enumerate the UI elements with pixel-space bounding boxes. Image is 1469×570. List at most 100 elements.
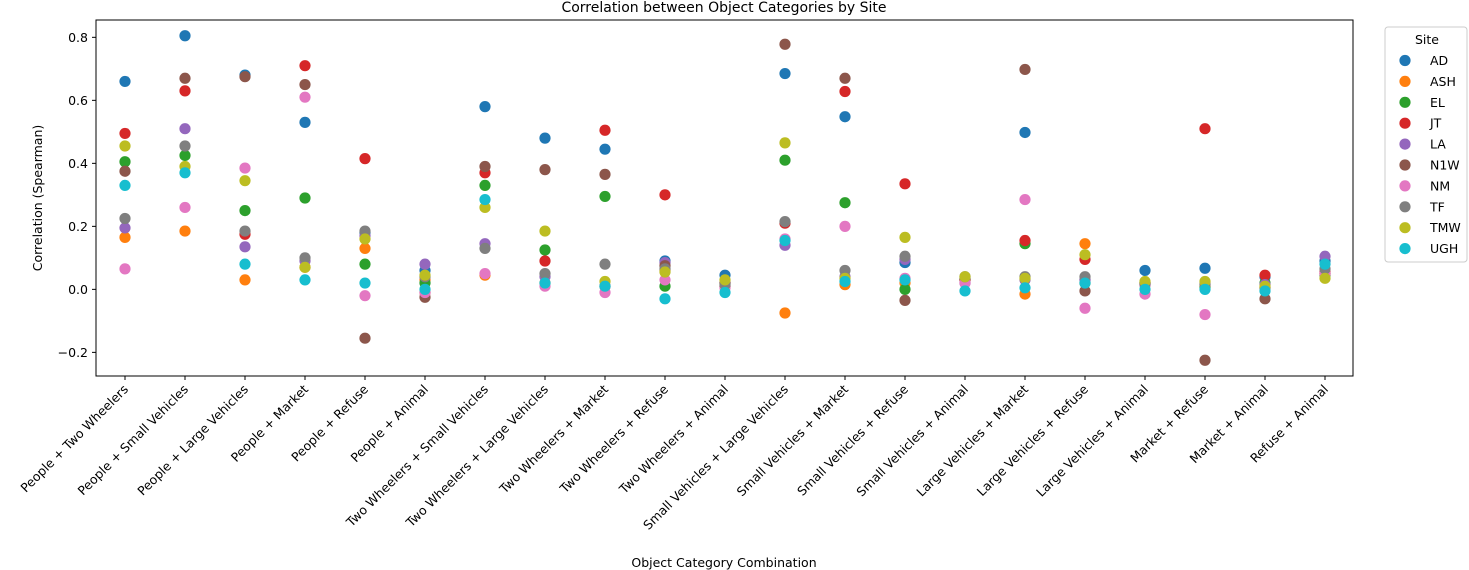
point-tf-4	[359, 225, 371, 237]
point-n1w-1	[179, 72, 191, 84]
y-axis-label: Correlation (Spearman)	[30, 125, 45, 272]
legend-label-tf: TF	[1429, 199, 1445, 214]
point-tmw-3	[299, 261, 311, 273]
point-nm-0	[119, 263, 131, 275]
point-n1w-7	[539, 164, 551, 176]
point-nm-3	[299, 91, 311, 103]
point-el-2	[239, 205, 251, 217]
point-n1w-15	[1019, 63, 1031, 76]
point-tf-3	[299, 252, 311, 264]
point-n1w-8	[599, 168, 611, 180]
point-jt-19	[1259, 269, 1271, 281]
point-jt-12	[839, 85, 851, 98]
point-tmw-5	[419, 269, 431, 281]
point-n1w-2	[239, 71, 251, 83]
legend-label-n1w: N1W	[1430, 158, 1460, 173]
point-ad-12	[839, 111, 851, 123]
legend-marker-ugh	[1399, 243, 1411, 255]
point-jt-4	[359, 153, 371, 165]
point-ad-11	[779, 67, 791, 80]
y-tick-label: 0.6	[68, 93, 88, 108]
point-el-6	[479, 179, 491, 191]
legend-marker-tmw	[1399, 222, 1411, 234]
point-ugh-20	[1319, 258, 1331, 270]
plot-area-frame	[95, 19, 1354, 377]
x-tick-label: People + Two Wheelers	[17, 382, 131, 496]
point-n1w-11	[779, 38, 791, 50]
x-axis-label: Object Category Combination	[631, 555, 816, 570]
y-axis: −0.2 0.0 0.2 0.4 0.6 0.8	[58, 30, 96, 360]
point-ash-0	[119, 231, 131, 243]
point-tmw-10	[719, 274, 731, 286]
legend-label-ugh: UGH	[1430, 241, 1458, 256]
point-ugh-14	[959, 285, 971, 297]
point-el-4	[359, 258, 371, 270]
point-ugh-1	[179, 167, 191, 179]
point-nm-4	[359, 290, 371, 302]
point-la-0	[119, 222, 131, 234]
point-tmw-16	[1079, 249, 1091, 261]
point-nm-12	[839, 220, 851, 232]
point-tf-8	[599, 258, 611, 270]
point-el-0	[119, 156, 131, 168]
point-tmw-6	[479, 201, 491, 214]
point-tf-0	[119, 212, 131, 225]
point-tmw-2	[239, 175, 251, 187]
point-ad-15	[1019, 126, 1031, 139]
point-tmw-14	[959, 271, 971, 283]
point-ugh-18	[1199, 283, 1211, 295]
y-tick-label: 0.8	[68, 30, 88, 45]
point-tf-6	[479, 242, 491, 255]
point-la-1	[179, 123, 191, 135]
point-ugh-17	[1139, 283, 1151, 295]
x-tick-label: Two Wheelers + Animal	[615, 382, 731, 498]
point-n1w-6	[479, 160, 491, 173]
point-tmw-4	[359, 233, 371, 245]
point-n1w-13	[899, 294, 911, 306]
point-jt-0	[119, 127, 131, 140]
point-tmw-18	[1199, 275, 1211, 288]
legend-marker-la	[1399, 138, 1411, 150]
point-ugh-13	[899, 274, 911, 286]
x-tick-label: Small Vehicles + Market	[734, 381, 852, 499]
point-jt-15	[1019, 234, 1031, 247]
point-tmw-17	[1139, 275, 1151, 288]
point-ad-8	[599, 143, 611, 155]
point-tf-11	[779, 216, 791, 228]
point-el-8	[599, 190, 611, 203]
point-tf-12	[839, 264, 851, 277]
point-ugh-8	[599, 280, 611, 292]
point-nm-6	[479, 268, 491, 280]
point-ad-3	[299, 116, 311, 128]
point-nm-18	[1199, 308, 1211, 321]
point-ugh-0	[119, 179, 131, 191]
point-ash-16	[1079, 238, 1091, 250]
point-n1w-0	[119, 165, 131, 177]
point-ad-7	[539, 132, 551, 144]
point-n1w-4	[359, 332, 371, 344]
point-ugh-12	[839, 275, 851, 288]
x-tick-label: Small Vehicles + Refuse	[794, 381, 911, 498]
point-tmw-13	[899, 231, 911, 243]
point-ash-2	[239, 274, 251, 286]
legend-label-nm: NM	[1430, 178, 1450, 193]
point-ugh-3	[299, 274, 311, 286]
point-jt-13	[899, 178, 911, 190]
point-tmw-7	[539, 225, 551, 237]
point-ad-18	[1199, 262, 1211, 274]
legend-marker-jt	[1399, 117, 1411, 129]
point-tf-1	[179, 140, 191, 152]
point-tf-2	[239, 225, 251, 237]
point-nm-2	[239, 162, 251, 174]
point-jt-7	[539, 255, 551, 267]
legend-label-jt: JT	[1429, 116, 1442, 131]
y-tick-label: −0.2	[58, 345, 88, 360]
point-ad-1	[179, 30, 191, 42]
point-nm-9	[659, 274, 671, 286]
point-la-20	[1319, 250, 1331, 262]
legend-label-el: EL	[1430, 95, 1445, 110]
point-n1w-3	[299, 78, 311, 91]
legend-marker-ash	[1399, 75, 1411, 87]
